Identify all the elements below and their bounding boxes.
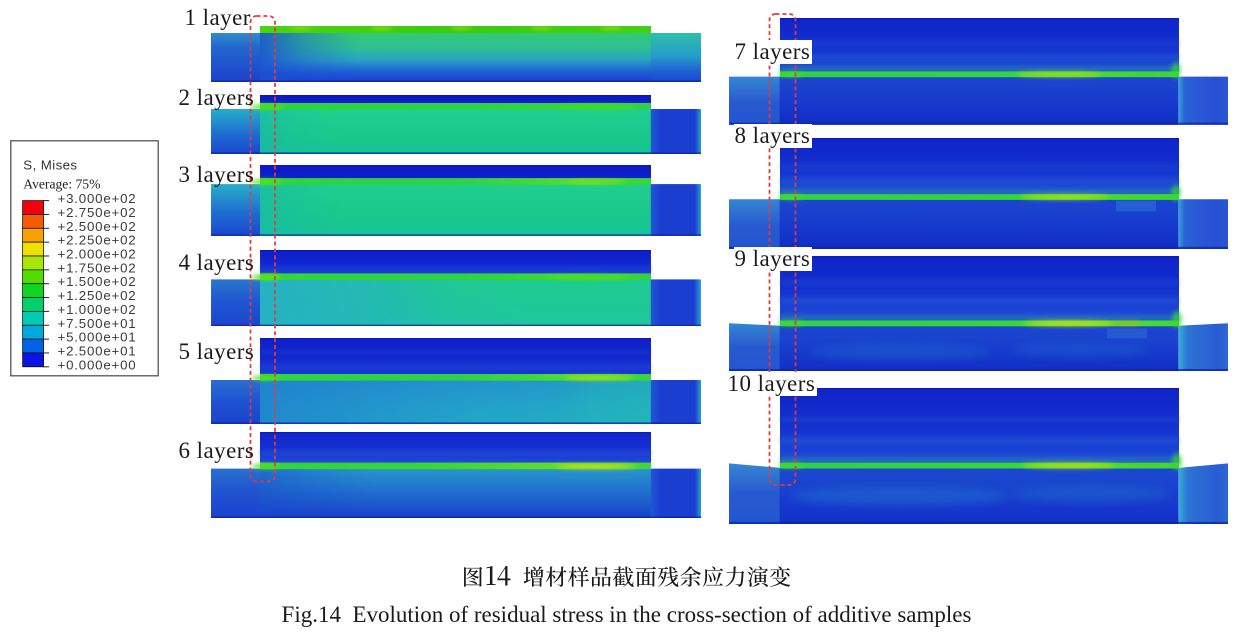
svg-text:+1.750e+02: +1.750e+02 xyxy=(58,260,137,275)
svg-text:Average: 75%: Average: 75% xyxy=(23,176,100,191)
svg-text:+1.250e+02: +1.250e+02 xyxy=(58,288,137,303)
svg-text:+5.000e+01: +5.000e+01 xyxy=(58,329,137,344)
svg-text:+1.000e+02: +1.000e+02 xyxy=(58,301,137,316)
svg-text:+2.500e+02: +2.500e+02 xyxy=(58,218,137,233)
svg-text:+1.500e+02: +1.500e+02 xyxy=(58,274,137,289)
svg-text:S, Mises: S, Mises xyxy=(23,157,77,172)
svg-text:+2.250e+02: +2.250e+02 xyxy=(58,232,137,247)
svg-text:+2.500e+01: +2.500e+01 xyxy=(58,343,137,358)
svg-text:+7.500e+01: +7.500e+01 xyxy=(58,315,137,330)
svg-text:+3.000e+02: +3.000e+02 xyxy=(58,191,137,206)
svg-text:+2.750e+02: +2.750e+02 xyxy=(58,204,137,219)
svg-text:+2.000e+02: +2.000e+02 xyxy=(58,246,137,261)
svg-text:+0.000e+00: +0.000e+00 xyxy=(58,357,137,372)
